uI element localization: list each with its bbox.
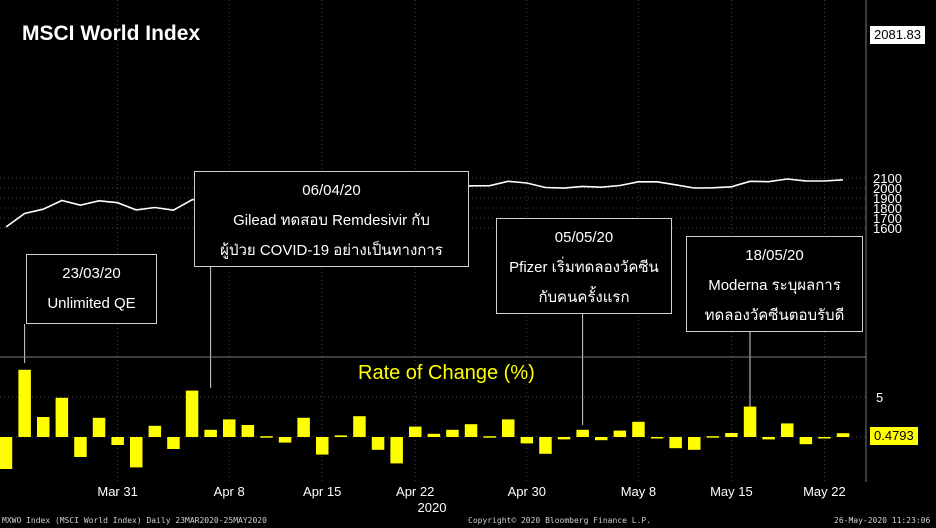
roc-bar xyxy=(502,419,515,437)
x-tick-label: Mar 31 xyxy=(97,484,137,499)
roc-bar xyxy=(743,406,757,437)
roc-bar xyxy=(520,437,534,444)
annotation-text: ทดลองวัคซีนตอบรับดี xyxy=(704,307,845,324)
annotation-text: Gilead ทดสอบ Remdesivir กับ xyxy=(233,212,430,229)
last-roc-tag: 0.4793 xyxy=(870,427,918,445)
roc-bar xyxy=(37,417,50,437)
roc-axis: 5 xyxy=(876,390,883,405)
roc-bars xyxy=(0,369,850,469)
x-tick-label: Apr 22 xyxy=(396,484,434,499)
roc-bar xyxy=(316,437,329,455)
roc-bar xyxy=(781,423,794,437)
roc-bar xyxy=(390,437,403,464)
annotation-pfizer: 05/05/20 Pfizer เริ่มทดลองวัคซีน กับคนคร… xyxy=(496,218,672,314)
roc-bar xyxy=(92,417,106,437)
roc-bar xyxy=(799,437,813,445)
x-tick-label: May 8 xyxy=(621,484,656,499)
roc-bar xyxy=(297,417,310,437)
rate-of-change-label: Rate of Change (%) xyxy=(358,362,535,384)
annotation-date: 23/03/20 xyxy=(62,265,121,282)
annotation-date: 06/04/20 xyxy=(302,182,361,199)
x-tick-label: Apr 8 xyxy=(214,484,245,499)
roc-bar xyxy=(0,437,13,469)
price-tick-label: 2000 xyxy=(873,181,902,196)
roc-bar xyxy=(688,437,701,450)
x-tick-label: May 15 xyxy=(710,484,753,499)
roc-bar xyxy=(613,430,627,437)
roc-bar xyxy=(669,437,682,449)
roc-bar xyxy=(278,437,292,443)
price-tick-label: 1800 xyxy=(873,201,902,216)
roc-bar xyxy=(725,433,738,437)
footer-left: MXWO Index (MSCI World Index) Daily 23MA… xyxy=(2,516,267,525)
roc-bar xyxy=(427,433,441,437)
roc-bar xyxy=(464,424,478,437)
roc-bar xyxy=(762,437,775,440)
roc-bar xyxy=(111,437,124,445)
roc-bar xyxy=(409,426,422,437)
roc-bar xyxy=(353,416,366,437)
roc-bar xyxy=(148,425,162,437)
annotation-text: Moderna ระบุผลการ xyxy=(708,277,841,294)
roc-bar xyxy=(576,429,589,437)
roc-tick-label: 5 xyxy=(876,390,883,405)
annotation-text: กับคนครั้งแรก xyxy=(538,289,630,306)
roc-bar xyxy=(185,390,199,437)
annotation-text: ผู้ป่วย COVID-19 อย่างเป็นทางการ xyxy=(220,242,443,259)
roc-bar xyxy=(130,437,143,468)
roc-bar xyxy=(595,437,608,441)
roc-bar xyxy=(483,436,496,438)
roc-bar xyxy=(204,429,217,437)
price-tick-label: 2100 xyxy=(873,171,902,186)
annotation-text: Pfizer เริ่มทดลองวัคซีน xyxy=(509,259,659,276)
roc-bar xyxy=(632,421,645,437)
x-tick-label: Apr 15 xyxy=(303,484,341,499)
x-year-label: 2020 xyxy=(418,500,447,515)
chart-title: MSCI World Index xyxy=(22,22,201,45)
annotation-text: Unlimited QE xyxy=(47,295,136,312)
annotation-gilead: 06/04/20 Gilead ทดสอบ Remdesivir กับ ผู้… xyxy=(194,171,469,267)
annotation-date: 18/05/20 xyxy=(745,247,804,264)
roc-bar xyxy=(260,436,273,438)
roc-bar xyxy=(706,436,720,438)
roc-bar xyxy=(18,369,31,437)
annotation-moderna: 18/05/20 Moderna ระบุผลการ ทดลองวัคซีนตอ… xyxy=(686,236,863,332)
roc-grid xyxy=(0,396,866,438)
annotation-connectors xyxy=(24,267,751,425)
last-price-tag: 2081.83 xyxy=(870,26,925,44)
price-tick-label: 1700 xyxy=(873,211,902,226)
roc-bar xyxy=(167,437,180,449)
roc-bar xyxy=(539,437,552,454)
roc-bar xyxy=(650,437,664,439)
roc-bar xyxy=(55,397,69,437)
price-tick-label: 1900 xyxy=(873,191,902,206)
roc-bar xyxy=(557,437,571,440)
roc-bar xyxy=(223,419,236,437)
footer-center: Copyright© 2020 Bloomberg Finance L.P. xyxy=(468,516,652,525)
roc-bar xyxy=(818,437,831,439)
footer-right: 26-May-2020 11:23:06 xyxy=(834,516,931,525)
roc-bar xyxy=(241,425,255,437)
x-tick-label: Apr 30 xyxy=(508,484,546,499)
price-tick-label: 1600 xyxy=(873,221,902,236)
roc-bar xyxy=(836,433,850,437)
roc-bar xyxy=(371,437,385,450)
roc-bar xyxy=(334,435,348,437)
x-tick-label: May 22 xyxy=(803,484,846,499)
roc-bar xyxy=(74,437,87,457)
annotation-date: 05/05/20 xyxy=(554,229,614,246)
roc-bar xyxy=(446,429,459,437)
annotation-unlimited-qe: 23/03/20 Unlimited QE xyxy=(26,254,157,324)
